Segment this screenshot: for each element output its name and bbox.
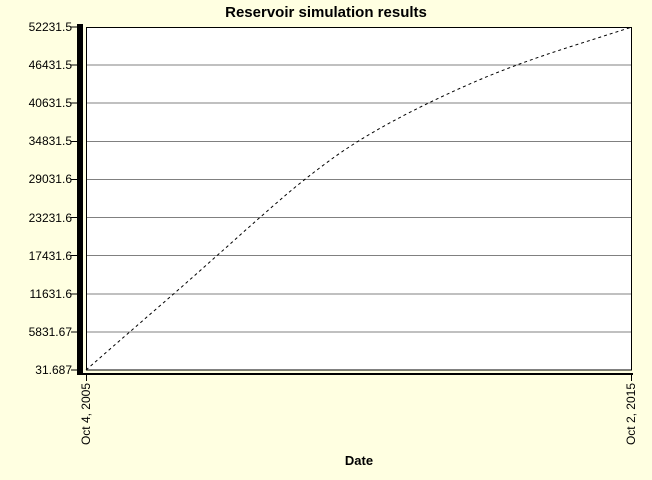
y-tick-label: 11631.6 <box>29 286 73 301</box>
y-tick-label: 52231.5 <box>28 20 72 34</box>
y-tick-label: 34831.5 <box>28 134 72 149</box>
y-tick-label: 23231.6 <box>28 210 72 225</box>
y-tick-label: 40631.5 <box>28 96 72 111</box>
y-tick-label: 17431.6 <box>28 248 72 263</box>
y-tick-label: 46431.5 <box>28 58 72 73</box>
y-tick-label: 29031.6 <box>28 172 72 187</box>
x-tick-label-end: Oct 2, 2015 <box>624 383 638 446</box>
chart-title: Reservoir simulation results <box>225 4 427 21</box>
x-tick-label-start: Oct 4, 2005 <box>79 383 93 446</box>
y-tick-label: 31.687 <box>35 363 72 377</box>
y-tick-label: 5831.67 <box>28 324 72 339</box>
x-axis-title: Date <box>344 453 374 468</box>
